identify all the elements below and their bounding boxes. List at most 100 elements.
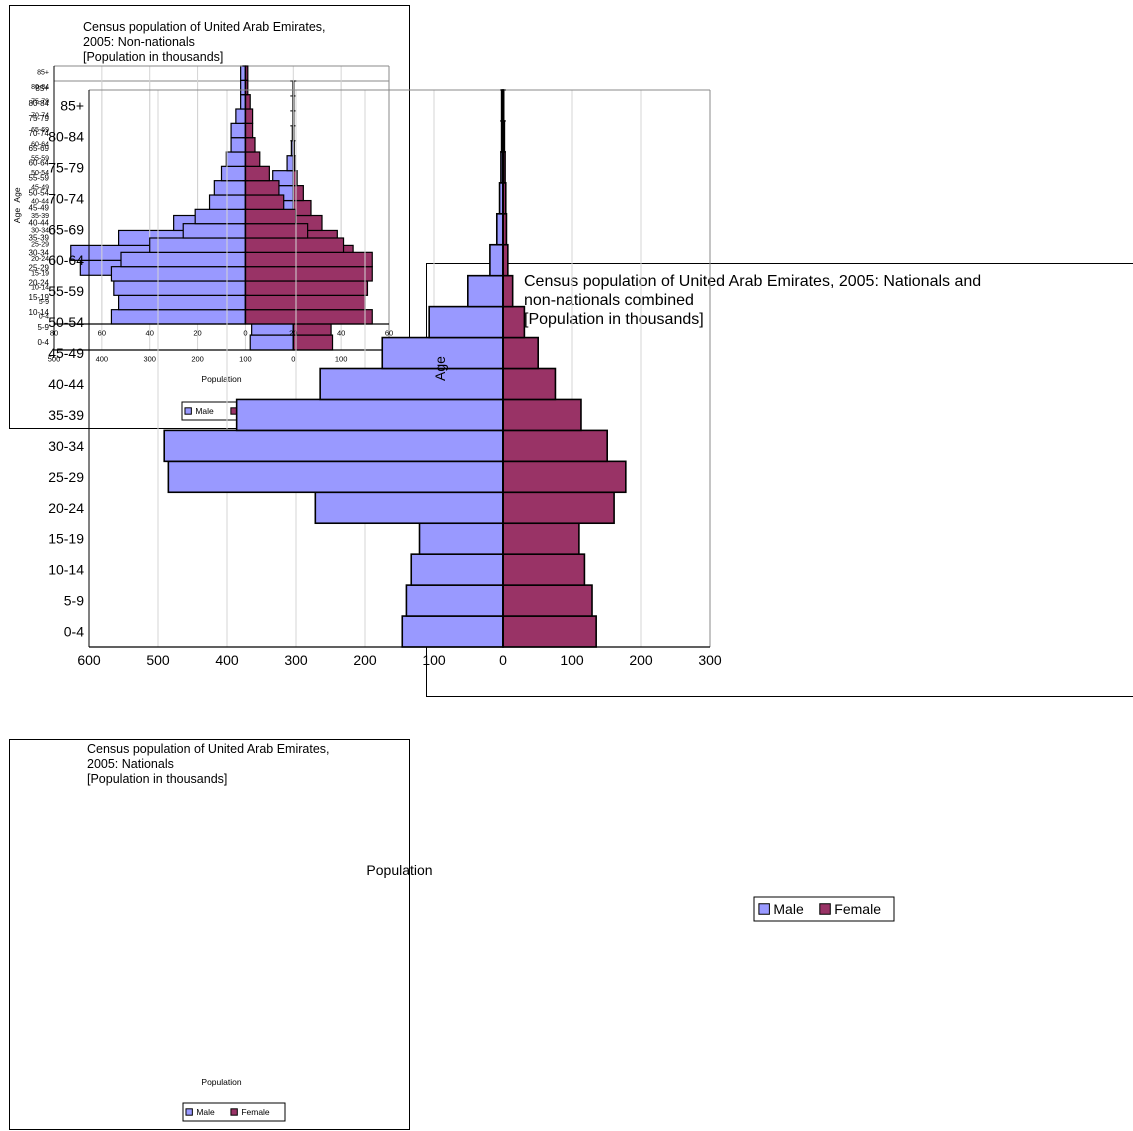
bar-male-15-19 bbox=[110, 266, 247, 282]
title-line-1: Census population of United Arab Emirate… bbox=[87, 742, 330, 756]
bar-male-5-9 bbox=[405, 584, 504, 617]
bar-male-10-14 bbox=[410, 553, 504, 586]
bar-male-10-14 bbox=[113, 280, 247, 296]
x-tick-label: 500 bbox=[48, 355, 61, 364]
x-tick-label: 40 bbox=[146, 329, 154, 338]
category-label: 75-79 bbox=[29, 114, 50, 123]
x-tick-label: 40 bbox=[337, 329, 345, 338]
bar-male-60-64 bbox=[489, 243, 504, 277]
category-label: 65-69 bbox=[29, 144, 50, 153]
bar-male-60-64 bbox=[230, 137, 247, 153]
title-line-2: 2005: Non-nationals bbox=[83, 35, 195, 49]
bar-female-30-34 bbox=[502, 429, 608, 463]
x-tick-label: 500 bbox=[146, 652, 170, 668]
bar-female-40-44 bbox=[502, 367, 557, 401]
legend-swatch-male bbox=[185, 1108, 193, 1116]
category-label: 5-9 bbox=[39, 299, 49, 306]
category-label: 30-34 bbox=[48, 438, 84, 454]
legend-swatch-female bbox=[819, 903, 831, 915]
x-tick-label: 60 bbox=[98, 329, 106, 338]
bar-male-40-44 bbox=[319, 367, 504, 401]
category-label: 0-4 bbox=[37, 338, 49, 347]
x-tick-label: 300 bbox=[284, 652, 308, 668]
category-label: 5-9 bbox=[37, 323, 49, 332]
bar-female-50-54 bbox=[244, 165, 270, 182]
category-label: 45-49 bbox=[29, 204, 50, 213]
category-label: 10-14 bbox=[48, 562, 84, 578]
bar-male-55-59 bbox=[225, 151, 247, 167]
bar-female-35-39 bbox=[502, 398, 582, 432]
category-label: 50-54 bbox=[29, 189, 50, 198]
x-tick-label: 100 bbox=[422, 652, 446, 668]
bar-male-5-9 bbox=[118, 294, 247, 311]
category-label: 40-44 bbox=[48, 376, 84, 392]
category-label: 45-49 bbox=[31, 184, 49, 191]
legend-label-female: Female bbox=[241, 1107, 270, 1117]
category-label: 35-39 bbox=[31, 213, 49, 220]
bar-female-55-59 bbox=[502, 274, 514, 308]
category-label: 50-54 bbox=[48, 314, 84, 330]
legend-label-male: Male bbox=[773, 901, 804, 917]
x-tick-label: 0 bbox=[243, 329, 247, 338]
category-label: 35-39 bbox=[29, 233, 50, 242]
x-tick-label: 100 bbox=[239, 355, 252, 364]
title-line-1: Census population of United Arab Emirate… bbox=[83, 20, 326, 34]
x-tick-label: 0 bbox=[499, 652, 507, 668]
legend-swatch-female bbox=[230, 1108, 238, 1116]
x-tick-label: 400 bbox=[96, 355, 109, 364]
x-tick-label: 200 bbox=[191, 355, 204, 364]
chart-combined: Census population of United Arab Emirate… bbox=[48, 89, 1133, 922]
category-label: 55-59 bbox=[48, 283, 84, 299]
category-label: 10-14 bbox=[31, 285, 49, 292]
category-label: 80-84 bbox=[31, 84, 49, 91]
bar-female-25-29 bbox=[244, 237, 345, 253]
bar-male-0-4 bbox=[110, 309, 247, 325]
category-label: 80-84 bbox=[29, 99, 50, 108]
category-label: 65-69 bbox=[48, 221, 84, 237]
category-label: 15-19 bbox=[29, 293, 50, 302]
title-line-3: [Population in thousands] bbox=[87, 772, 228, 786]
bar-female-5-9 bbox=[502, 584, 593, 617]
bar-male-25-29 bbox=[149, 237, 247, 253]
bar-female-15-19 bbox=[244, 266, 373, 282]
chart-title: Census population of United Arab Emirate… bbox=[524, 272, 981, 330]
bar-female-60-64 bbox=[244, 137, 256, 153]
bar-male-50-54 bbox=[220, 165, 247, 182]
bar-female-50-54 bbox=[292, 185, 304, 202]
title-line-3: [Population in thousands] bbox=[83, 50, 224, 64]
category-label: 0-4 bbox=[39, 313, 49, 320]
y-axis-title: Age bbox=[12, 208, 22, 223]
legend: Male Female bbox=[753, 896, 895, 922]
category-label: 65-69 bbox=[31, 127, 49, 134]
x-tick-label: 80 bbox=[50, 329, 58, 338]
bar-male-0-4 bbox=[401, 615, 504, 648]
chart-nationals: Census population of United Arab Emirate… bbox=[9, 65, 410, 1130]
category-label: 15-19 bbox=[31, 270, 49, 277]
bar-male-30-34 bbox=[163, 429, 504, 463]
bar-female-40-44 bbox=[244, 194, 285, 210]
title-line-2: 2005: Nationals bbox=[87, 757, 174, 771]
category-label: 10-14 bbox=[29, 308, 50, 317]
chart-title: Census population of United Arab Emirate… bbox=[83, 20, 326, 65]
category-label: 60-64 bbox=[48, 252, 84, 268]
category-label: 70-74 bbox=[48, 190, 84, 206]
bar-male-25-29 bbox=[167, 460, 504, 494]
bar-female-70-74 bbox=[244, 108, 254, 124]
title-line-3: [Population in thousands] bbox=[524, 311, 704, 329]
category-label: 5-9 bbox=[64, 593, 84, 609]
legend-swatch-male bbox=[184, 407, 192, 415]
x-tick-label: 400 bbox=[215, 652, 239, 668]
legend-label-female: Female bbox=[834, 901, 881, 917]
bar-female-30-34 bbox=[244, 223, 309, 239]
category-label: 30-34 bbox=[31, 227, 49, 234]
category-label: 40-44 bbox=[29, 218, 50, 227]
bar-female-45-49 bbox=[502, 336, 539, 370]
title-line-2: non-nationals combined bbox=[524, 292, 694, 310]
category-label: 15-19 bbox=[48, 531, 84, 547]
x-tick-label: 300 bbox=[143, 355, 156, 364]
category-label: 20-24 bbox=[31, 256, 49, 263]
category-label: 30-34 bbox=[29, 248, 50, 257]
category-label: 60-64 bbox=[31, 141, 49, 148]
x-tick-label: 60 bbox=[385, 329, 393, 338]
category-label: 70-74 bbox=[29, 129, 50, 138]
